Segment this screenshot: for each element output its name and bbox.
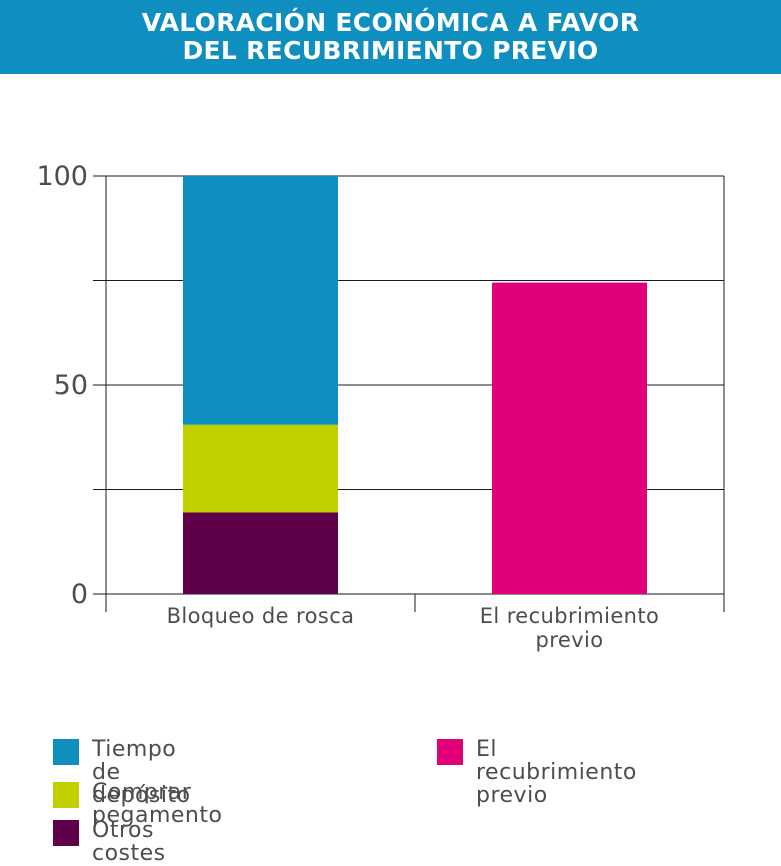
legend-item-pegamento: Comprar pegamento <box>53 781 222 827</box>
bar-segment <box>183 424 338 513</box>
y-tick-label: 0 <box>71 579 88 610</box>
chart-header: VALORACIÓN ECONÓMICA A FAVOR DEL RECUBRI… <box>0 0 781 74</box>
legend-label-otros: Otros costes <box>92 818 166 866</box>
bar-segment <box>492 282 647 594</box>
x-category-label: previo <box>536 628 604 652</box>
legend-label-pegamento: Comprar pegamento <box>92 780 223 828</box>
x-category-label: El recubrimiento <box>480 604 660 628</box>
bar-segment <box>183 176 338 425</box>
legend-swatch-pegamento <box>53 782 79 808</box>
legend-swatch-otros <box>53 820 79 846</box>
x-category-label: Bloqueo de rosca <box>167 604 355 628</box>
stacked-bar-chart: 100 50 0 Bloqueo de rosca El recubrimientopr… <box>36 161 725 652</box>
chart-title-line-2: DEL RECUBRIMIENTO PREVIO <box>182 36 599 65</box>
bar-segment <box>183 512 338 594</box>
legend-label-recubrimiento: El recubrimiento previo <box>476 737 637 808</box>
legend-item-tiempo: Tiempo de depósito <box>53 738 191 807</box>
legend-label-tiempo: Tiempo de depósito <box>92 737 191 808</box>
legend-swatch-recubrimiento <box>437 739 463 765</box>
chart-title-line-1: VALORACIÓN ECONÓMICA A FAVOR <box>141 8 640 37</box>
y-tick-label: 100 <box>36 161 88 192</box>
legend-item-recubrimiento: El recubrimiento previo <box>437 738 637 807</box>
legend-item-otros: Otros costes <box>53 819 166 865</box>
y-tick-label: 50 <box>54 370 88 401</box>
legend-swatch-tiempo <box>53 739 79 765</box>
